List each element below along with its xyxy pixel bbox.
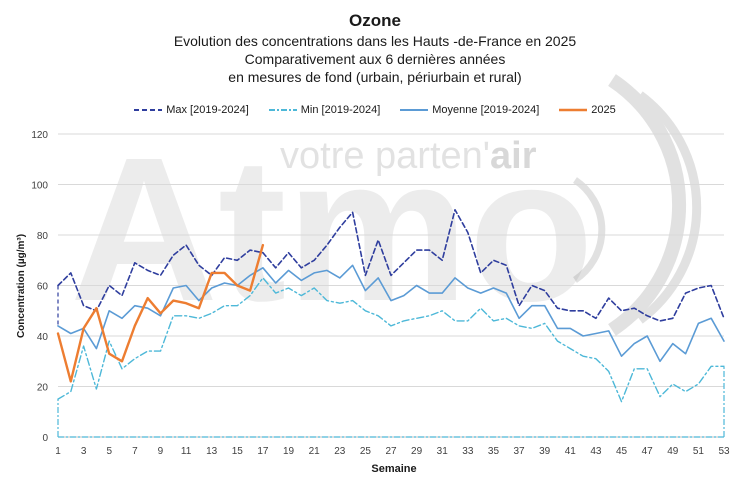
legend-label-max: Max [2019-2024] xyxy=(166,104,249,116)
x-tick-label: 29 xyxy=(411,446,423,457)
y-tick-label: 80 xyxy=(37,231,49,242)
title-block: Ozone Evolution des concentrations dans … xyxy=(0,10,750,86)
x-axis-label: Semaine xyxy=(371,463,416,475)
x-tick-label: 27 xyxy=(385,446,397,457)
watermark-logo-text: Atmo xyxy=(70,115,594,344)
y-axis-label: Concentration (µg/m³) xyxy=(16,234,27,338)
legend-label-2025: 2025 xyxy=(591,104,616,116)
x-tick-label: 17 xyxy=(257,446,269,457)
y-tick-label: 0 xyxy=(42,433,48,444)
svg-text:votre parten'air: votre parten'air xyxy=(280,135,537,177)
x-tick-label: 21 xyxy=(309,446,321,457)
x-tick-label: 51 xyxy=(693,446,705,457)
x-tick-label: 35 xyxy=(488,446,500,457)
chart-subtitle-line-3: en mesures de fond (urbain, périurbain e… xyxy=(228,69,522,85)
y-tick-label: 100 xyxy=(31,181,48,192)
x-tick-label: 11 xyxy=(181,446,192,457)
y-tick-label: 120 xyxy=(31,130,48,141)
x-tick-label: 53 xyxy=(718,446,730,457)
legend-label-mean: Moyenne [2019-2024] xyxy=(432,104,540,116)
x-tick-label: 37 xyxy=(514,446,526,457)
legend-swatch-min xyxy=(268,109,297,111)
series-2025-line xyxy=(56,243,265,383)
x-tick-label: 23 xyxy=(334,446,346,457)
series-mean-line xyxy=(57,264,725,363)
x-tick-label: 19 xyxy=(283,446,295,457)
legend-swatch-2025 xyxy=(559,108,588,112)
x-tick-label: 43 xyxy=(590,446,602,457)
legend-item-max: Max [2019-2024] xyxy=(134,104,249,116)
chart-title: Ozone xyxy=(349,11,401,30)
watermark-arcs xyxy=(573,74,702,336)
series-max-line xyxy=(57,209,725,322)
series-lines xyxy=(56,209,725,438)
x-tick-label: 15 xyxy=(232,446,244,457)
y-tick-label: 40 xyxy=(37,332,49,343)
x-tick-label: 39 xyxy=(539,446,551,457)
y-axis-ticks: 0 20 40 60 80 100 120 xyxy=(31,130,48,444)
legend-label-min: Min [2019-2024] xyxy=(300,104,381,116)
x-tick-label: 41 xyxy=(565,446,577,457)
x-tick-label: 31 xyxy=(437,446,449,457)
y-tick-label: 20 xyxy=(37,383,49,394)
x-axis-ticks: 1 3 5 7 9 11 13 15 17 19 21 23 25 27 29 31 33 35 37 39 41 43 4… xyxy=(55,446,730,457)
x-tick-label: 5 xyxy=(106,446,112,457)
watermark-tagline-accent: air xyxy=(490,135,537,177)
gridlines xyxy=(58,133,724,438)
x-tick-label: 3 xyxy=(81,446,87,457)
x-tick-label: 49 xyxy=(667,446,679,457)
chart-subtitle-line-2: Comparativement aux 6 dernières années xyxy=(244,51,506,67)
legend-item-2025: 2025 xyxy=(559,104,616,116)
x-tick-label: 45 xyxy=(616,446,628,457)
x-tick-label: 13 xyxy=(206,446,218,457)
watermark-tagline: votre parten' xyxy=(280,135,490,177)
x-tick-label: 33 xyxy=(462,446,474,457)
legend-item-mean: Moyenne [2019-2024] xyxy=(400,104,539,116)
x-tick-label: 47 xyxy=(642,446,654,457)
x-tick-label: 9 xyxy=(158,446,164,457)
x-tick-label: 25 xyxy=(360,446,372,457)
legend-swatch-mean xyxy=(400,109,429,111)
series-min-line xyxy=(57,277,725,403)
chart-subtitle-line-1: Evolution des concentrations dans les Ha… xyxy=(173,33,577,49)
legend-item-min: Min [2019-2024] xyxy=(268,104,381,116)
legend-swatch-max xyxy=(134,109,163,111)
x-tick-label: 7 xyxy=(132,446,138,457)
chart-legend: Max [2019-2024] Min [2019-2024] Moyenne … xyxy=(0,104,750,116)
x-tick-label: 1 xyxy=(55,446,61,457)
y-tick-label: 60 xyxy=(37,282,49,293)
